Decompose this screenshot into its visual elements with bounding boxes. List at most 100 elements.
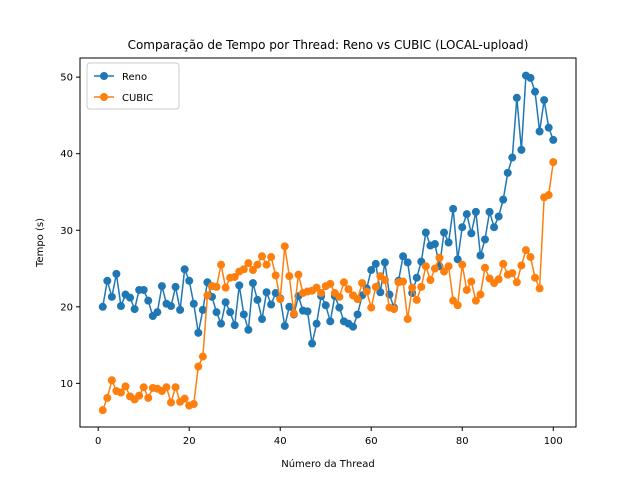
data-point-reno: [476, 251, 485, 260]
data-point-reno: [444, 238, 453, 247]
data-point-cubic: [135, 391, 144, 400]
data-point-reno: [458, 223, 467, 232]
legend-swatch-marker: [100, 93, 108, 101]
data-point-reno: [126, 293, 135, 302]
data-point-cubic: [107, 376, 116, 385]
data-point-cubic: [535, 284, 544, 293]
data-point-reno: [107, 292, 116, 301]
data-point-reno: [494, 212, 503, 221]
data-point-cubic: [544, 191, 553, 200]
data-point-reno: [412, 273, 421, 282]
data-point-reno: [540, 96, 549, 105]
data-point-cubic: [98, 406, 107, 415]
data-point-cubic: [139, 383, 148, 392]
data-point-cubic: [230, 272, 239, 281]
data-point-cubic: [521, 246, 530, 255]
data-point-cubic: [417, 282, 426, 291]
data-point-cubic: [389, 305, 398, 314]
data-point-cubic: [212, 282, 221, 291]
data-point-cubic: [412, 295, 421, 304]
data-point-cubic: [312, 283, 321, 292]
data-point-cubic: [458, 260, 467, 269]
data-point-cubic: [194, 362, 203, 371]
data-point-cubic: [353, 295, 362, 304]
data-point-reno: [367, 266, 376, 275]
data-point-reno: [157, 282, 166, 291]
y-tick-label: 30: [60, 226, 73, 237]
data-point-cubic: [239, 265, 248, 274]
y-tick-label: 10: [60, 379, 73, 390]
data-point-reno: [139, 285, 148, 294]
data-point-reno: [144, 296, 153, 305]
data-point-reno: [244, 325, 253, 334]
data-point-reno: [421, 228, 430, 237]
data-point-cubic: [217, 260, 226, 269]
data-point-cubic: [512, 278, 521, 287]
data-point-reno: [440, 228, 449, 237]
data-point-reno: [549, 135, 558, 144]
data-point-cubic: [339, 278, 348, 287]
data-point-cubic: [408, 283, 417, 292]
data-point-cubic: [426, 276, 435, 285]
data-point-reno: [326, 317, 335, 326]
x-tick-label: 0: [95, 436, 101, 447]
data-point-reno: [262, 288, 271, 297]
data-point-reno: [185, 276, 194, 285]
legend-label: CUBIC: [122, 93, 153, 104]
y-axis: 10 20 30 40 50: [60, 73, 80, 390]
data-point-reno: [490, 223, 499, 232]
data-point-cubic: [467, 277, 476, 286]
data-point-cubic: [399, 277, 408, 286]
data-point-reno: [308, 339, 317, 348]
data-point-reno: [508, 153, 517, 162]
data-point-cubic: [258, 252, 267, 261]
y-tick-label: 40: [60, 149, 73, 160]
data-point-reno: [462, 210, 471, 219]
data-point-cubic: [430, 264, 439, 273]
series-cubic: [98, 158, 558, 415]
data-point-cubic: [244, 259, 253, 268]
data-point-cubic: [198, 352, 207, 361]
series-line-reno: [102, 74, 554, 345]
data-point-cubic: [203, 291, 212, 300]
data-point-cubic: [440, 267, 449, 276]
y-tick-label: 20: [60, 302, 73, 313]
data-point-reno: [544, 123, 553, 132]
data-point-cubic: [335, 292, 344, 301]
data-point-reno: [112, 269, 121, 278]
data-point-cubic: [167, 398, 176, 407]
data-point-cubic: [531, 273, 540, 282]
data-point-reno: [380, 258, 389, 267]
data-point-cubic: [344, 285, 353, 294]
data-point-reno: [531, 87, 540, 96]
data-point-reno: [217, 319, 226, 328]
data-point-cubic: [494, 275, 503, 284]
data-point-cubic: [358, 279, 367, 288]
data-point-reno: [258, 315, 267, 324]
data-point-reno: [353, 310, 362, 319]
legend: Reno CUBIC: [86, 62, 180, 110]
data-point-reno: [480, 235, 489, 244]
data-point-cubic: [362, 287, 371, 296]
data-point-cubic: [253, 260, 262, 269]
data-point-reno: [248, 279, 257, 288]
legend-label: Reno: [122, 72, 147, 83]
data-point-cubic: [371, 282, 380, 291]
x-tick-label: 60: [365, 436, 378, 447]
data-point-reno: [430, 240, 439, 249]
data-point-reno: [198, 305, 207, 314]
data-point-reno: [98, 302, 107, 311]
y-axis-label: Tempo (s): [35, 218, 46, 268]
data-point-reno: [485, 207, 494, 216]
data-point-cubic: [453, 301, 462, 310]
data-point-reno: [189, 299, 198, 308]
data-point-reno: [467, 229, 476, 238]
plot-frame: [79, 57, 577, 428]
data-point-cubic: [271, 271, 280, 280]
data-point-cubic: [285, 272, 294, 281]
x-tick-label: 80: [456, 436, 469, 447]
data-point-cubic: [317, 289, 326, 298]
data-point-cubic: [480, 263, 489, 272]
data-point-reno: [221, 298, 230, 307]
